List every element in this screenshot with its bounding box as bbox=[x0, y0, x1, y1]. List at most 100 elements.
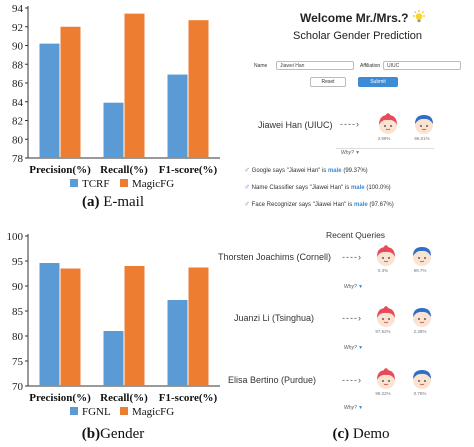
email-bar-magicfg-1 bbox=[124, 13, 145, 158]
caption-demo: (c) Demo bbox=[248, 426, 474, 443]
email-y-tick-label: 94 bbox=[12, 3, 24, 15]
email-bar-magicfg-2 bbox=[188, 20, 209, 158]
male-face-svg bbox=[413, 247, 431, 266]
reason-google-verdict: male bbox=[327, 168, 342, 174]
email-x-tick-label: F1-score(%) bbox=[159, 164, 218, 176]
email-legend-swatch bbox=[120, 179, 128, 187]
female-face-svg bbox=[377, 306, 395, 327]
arrow-icon: ----› bbox=[342, 252, 362, 262]
reason-face-suffix: (97.67%) bbox=[369, 202, 394, 208]
female-face-icon bbox=[375, 306, 397, 333]
male-face-svg bbox=[415, 115, 433, 134]
hair bbox=[413, 247, 431, 256]
eye bbox=[418, 380, 420, 382]
gender-bar-fgnl-2 bbox=[167, 300, 188, 386]
caption-gender-text: Gender bbox=[100, 426, 145, 442]
chart-gender-svg: 70 75 80 85 90 95 100 Precision(%) Recall(%) F1-s… bbox=[7, 231, 220, 418]
reason-google-prefix: Google says "Jiawei Han" is bbox=[251, 168, 327, 174]
face-skin bbox=[379, 116, 397, 134]
email-y-tick-label: 92 bbox=[12, 22, 23, 34]
gender-bar-magicfg-2 bbox=[188, 267, 209, 386]
name-input[interactable]: Jiawei Han bbox=[276, 61, 354, 70]
hair-bun bbox=[385, 113, 391, 118]
gender-y-tick-label: 85 bbox=[12, 306, 24, 318]
why-label: Why? bbox=[344, 345, 357, 351]
female-pct: 0.3% bbox=[377, 268, 389, 273]
caption-email-label: (a) bbox=[81, 194, 100, 210]
male-symbol-icon: ♂ bbox=[244, 182, 250, 191]
female-face-svg bbox=[379, 113, 397, 134]
gender-legend-swatch bbox=[70, 407, 78, 415]
male-pct: 2.38% bbox=[413, 329, 427, 334]
divider bbox=[336, 148, 434, 149]
dropdown-triangle-icon: ▼ bbox=[358, 284, 364, 290]
why-toggle[interactable]: Why? ▼ bbox=[344, 284, 363, 290]
email-y-tick-label: 82 bbox=[12, 116, 23, 128]
caption-gender: (b)Gender bbox=[0, 426, 226, 443]
male-pct: 99.7% bbox=[413, 268, 427, 273]
affiliation-input[interactable]: UIUC bbox=[383, 61, 461, 70]
eye bbox=[382, 380, 384, 382]
email-y-tick-label: 80 bbox=[12, 134, 24, 146]
submit-button[interactable]: Submit bbox=[358, 77, 398, 87]
dropdown-triangle-icon: ▼ bbox=[358, 405, 364, 411]
hair bbox=[413, 308, 431, 317]
mouth bbox=[419, 260, 425, 263]
caption-gender-label: (b) bbox=[81, 426, 101, 442]
gender-bar-fgnl-1 bbox=[103, 331, 124, 386]
face-skin bbox=[415, 116, 433, 134]
email-y-tick-label: 86 bbox=[12, 78, 24, 90]
why-toggle[interactable]: Why? ▼ bbox=[344, 345, 363, 351]
reason-name-prefix: Name Classifier says "Jiawei Han" is bbox=[251, 185, 350, 191]
eye bbox=[382, 257, 384, 259]
reason-google-suffix: (99.37%) bbox=[343, 168, 368, 174]
main-query-person: Jiawei Han (UIUC) bbox=[258, 120, 333, 130]
recent-person-1: Thorsten Joachims (Cornell) bbox=[218, 252, 332, 262]
arrow-icon: ----› bbox=[342, 313, 362, 323]
email-y-tick-label: 78 bbox=[12, 153, 24, 165]
arrow-icon: ----› bbox=[340, 119, 360, 129]
male-pct: 96.01% bbox=[414, 136, 430, 141]
female-pct: 99.22% bbox=[375, 391, 391, 396]
email-legend-label: TCRF bbox=[82, 178, 110, 190]
email-y-tick-label: 84 bbox=[12, 97, 24, 109]
email-y-tick-label: 88 bbox=[12, 59, 24, 71]
female-face-icon bbox=[375, 368, 397, 395]
email-bar-tcrf-2 bbox=[167, 74, 188, 158]
gender-x-tick-label: F1-score(%) bbox=[159, 392, 218, 404]
why-label: Why? bbox=[341, 150, 354, 156]
male-face-icon bbox=[411, 368, 433, 395]
recent-person-3: Elisa Bertino (Purdue) bbox=[228, 375, 317, 385]
why-label: Why? bbox=[344, 405, 357, 411]
name-label: Name bbox=[254, 63, 268, 69]
female-pct: 3.99% bbox=[377, 136, 391, 141]
welcome-text: Welcome Mr./Mrs.? bbox=[300, 11, 409, 25]
recent-person-2: Juanzi Li (Tsinghua) bbox=[234, 313, 315, 323]
gender-bar-magicfg-1 bbox=[124, 266, 145, 386]
eye bbox=[418, 318, 420, 320]
why-toggle[interactable]: Why? ▼ bbox=[341, 150, 360, 156]
hair bbox=[379, 115, 397, 125]
male-symbol-icon: ♂ bbox=[244, 165, 250, 174]
female-face-icon bbox=[375, 245, 397, 272]
male-face-icon bbox=[413, 113, 435, 140]
reason-name-verdict: male bbox=[350, 185, 365, 191]
male-face-svg bbox=[413, 308, 431, 327]
gender-x-tick-label: Precision(%) bbox=[29, 392, 91, 404]
face-skin bbox=[413, 309, 431, 327]
gender-y-tick-label: 100 bbox=[7, 231, 24, 243]
eye bbox=[424, 257, 426, 259]
why-toggle[interactable]: Why? ▼ bbox=[344, 405, 363, 411]
gender-bar-fgnl-0 bbox=[39, 263, 60, 386]
email-legend-swatch bbox=[70, 179, 78, 187]
arrow-icon: ----› bbox=[342, 375, 362, 385]
eye bbox=[420, 125, 422, 127]
female-pct: 97.62% bbox=[375, 329, 391, 334]
reset-button[interactable]: Reset bbox=[310, 77, 346, 87]
eye bbox=[388, 318, 390, 320]
face-skin bbox=[413, 248, 431, 266]
dropdown-triangle-icon: ▼ bbox=[355, 150, 361, 156]
gender-y-tick-label: 70 bbox=[12, 381, 24, 393]
affiliation-label: Affiliation bbox=[360, 63, 381, 69]
female-face-icon bbox=[377, 113, 399, 140]
